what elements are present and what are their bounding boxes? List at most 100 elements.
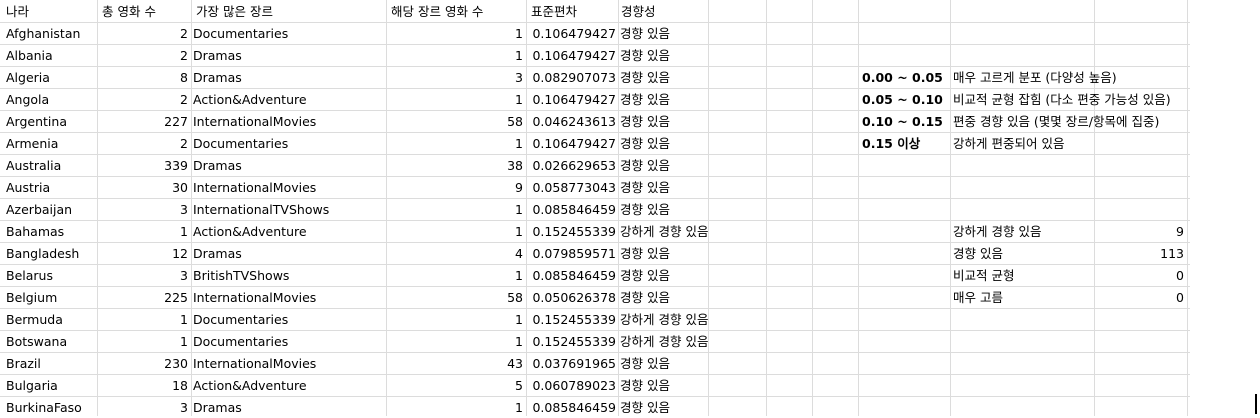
cell-std-dev[interactable]: 0.079859571 bbox=[532, 246, 616, 261]
cell-total[interactable]: 18 bbox=[172, 378, 188, 393]
cell-tendency[interactable]: 경향 있음 bbox=[620, 26, 670, 41]
cell-genre-count[interactable]: 3 bbox=[515, 70, 523, 85]
cell-genre-count[interactable]: 5 bbox=[515, 378, 523, 393]
cell-total[interactable]: 1 bbox=[180, 334, 188, 349]
cell-genre[interactable]: InternationalTVShows bbox=[193, 202, 330, 217]
cell-std-dev[interactable]: 0.106479427 bbox=[532, 136, 616, 151]
cell-country[interactable]: Argentina bbox=[6, 114, 67, 129]
cell-genre-count[interactable]: 1 bbox=[515, 202, 523, 217]
cell-tendency[interactable]: 경향 있음 bbox=[620, 290, 670, 305]
cell-std-dev[interactable]: 0.037691965 bbox=[532, 356, 616, 371]
cell-tendency[interactable]: 경향 있음 bbox=[620, 92, 670, 107]
cell-country[interactable]: Afghanistan bbox=[6, 26, 81, 41]
cell-genre-count[interactable]: 1 bbox=[515, 312, 523, 327]
cell-country[interactable]: Bermuda bbox=[6, 312, 63, 327]
cell-std-dev[interactable]: 0.106479427 bbox=[532, 92, 616, 107]
cell-genre[interactable]: Documentaries bbox=[193, 26, 289, 41]
cell-genre[interactable]: InternationalMovies bbox=[193, 356, 317, 371]
cell-tendency[interactable]: 경향 있음 bbox=[620, 180, 670, 195]
cell-total[interactable]: 3 bbox=[180, 202, 188, 217]
summary-label[interactable]: 강하게 경향 있음 bbox=[953, 224, 1042, 239]
cell-genre[interactable]: Action&Adventure bbox=[193, 224, 307, 239]
cell-tendency[interactable]: 경향 있음 bbox=[620, 114, 670, 129]
summary-count[interactable]: 9 bbox=[1176, 224, 1184, 239]
cell-total[interactable]: 230 bbox=[164, 356, 188, 371]
cell-country[interactable]: Bangladesh bbox=[6, 246, 80, 261]
cell-std-dev[interactable]: 0.046243613 bbox=[532, 114, 616, 129]
cell-genre-count[interactable]: 43 bbox=[507, 356, 523, 371]
header-tendency[interactable]: 경향성 bbox=[621, 4, 656, 19]
cell-total[interactable]: 3 bbox=[180, 400, 188, 415]
legend-desc[interactable]: 편중 경향 있음 (몇몇 장르/항목에 집중) bbox=[953, 114, 1160, 129]
cell-genre-count[interactable]: 38 bbox=[507, 158, 523, 173]
cell-genre[interactable]: Dramas bbox=[193, 48, 242, 63]
cell-tendency[interactable]: 강하게 경향 있음 bbox=[620, 334, 709, 349]
cell-tendency[interactable]: 경향 있음 bbox=[620, 158, 670, 173]
cell-std-dev[interactable]: 0.050626378 bbox=[532, 290, 616, 305]
summary-count[interactable]: 113 bbox=[1160, 246, 1184, 261]
header-top-genre[interactable]: 가장 많은 장르 bbox=[196, 4, 273, 19]
legend-desc[interactable]: 매우 고르게 분포 (다양성 높음) bbox=[953, 70, 1117, 85]
cell-std-dev[interactable]: 0.026629653 bbox=[532, 158, 616, 173]
cell-total[interactable]: 2 bbox=[180, 136, 188, 151]
cell-tendency[interactable]: 경향 있음 bbox=[620, 268, 670, 283]
cell-total[interactable]: 227 bbox=[164, 114, 188, 129]
cell-total[interactable]: 2 bbox=[180, 48, 188, 63]
cell-tendency[interactable]: 경향 있음 bbox=[620, 70, 670, 85]
cell-genre-count[interactable]: 1 bbox=[515, 26, 523, 41]
summary-label[interactable]: 비교적 균형 bbox=[953, 268, 1015, 283]
cell-genre-count[interactable]: 1 bbox=[515, 224, 523, 239]
cell-genre[interactable]: BritishTVShows bbox=[193, 268, 290, 283]
cell-genre-count[interactable]: 1 bbox=[515, 48, 523, 63]
cell-country[interactable]: BurkinaFaso bbox=[6, 400, 82, 415]
cell-total[interactable]: 2 bbox=[180, 26, 188, 41]
cell-country[interactable]: Azerbaijan bbox=[6, 202, 73, 217]
cell-genre-count[interactable]: 1 bbox=[515, 268, 523, 283]
cell-std-dev[interactable]: 0.082907073 bbox=[532, 70, 616, 85]
cell-std-dev[interactable]: 0.152455339 bbox=[532, 334, 616, 349]
cell-tendency[interactable]: 경향 있음 bbox=[620, 378, 670, 393]
summary-label[interactable]: 경향 있음 bbox=[953, 246, 1003, 261]
cell-country[interactable]: Austria bbox=[6, 180, 51, 195]
cell-std-dev[interactable]: 0.085846459 bbox=[532, 400, 616, 415]
legend-range[interactable]: 0.05 ~ 0.10 bbox=[862, 92, 943, 107]
legend-range[interactable]: 0.00 ~ 0.05 bbox=[862, 70, 943, 85]
cell-tendency[interactable]: 강하게 경향 있음 bbox=[620, 224, 709, 239]
cell-genre[interactable]: Documentaries bbox=[193, 312, 289, 327]
cell-genre[interactable]: Dramas bbox=[193, 400, 242, 415]
cell-genre[interactable]: InternationalMovies bbox=[193, 180, 317, 195]
cell-country[interactable]: Albania bbox=[6, 48, 53, 63]
cell-genre-count[interactable]: 58 bbox=[507, 114, 523, 129]
cell-country[interactable]: Brazil bbox=[6, 356, 41, 371]
cell-tendency[interactable]: 경향 있음 bbox=[620, 202, 670, 217]
cell-std-dev[interactable]: 0.106479427 bbox=[532, 26, 616, 41]
cell-tendency[interactable]: 경향 있음 bbox=[620, 136, 670, 151]
cell-std-dev[interactable]: 0.152455339 bbox=[532, 312, 616, 327]
cell-std-dev[interactable]: 0.152455339 bbox=[532, 224, 616, 239]
cell-total[interactable]: 30 bbox=[172, 180, 188, 195]
header-std-dev[interactable]: 표준편차 bbox=[531, 4, 578, 19]
cell-genre[interactable]: Documentaries bbox=[193, 136, 289, 151]
header-country[interactable]: 나라 bbox=[6, 4, 30, 19]
cell-std-dev[interactable]: 0.106479427 bbox=[532, 48, 616, 63]
cell-genre-count[interactable]: 9 bbox=[515, 180, 523, 195]
cell-country[interactable]: Belarus bbox=[6, 268, 53, 283]
cell-std-dev[interactable]: 0.058773043 bbox=[532, 180, 616, 195]
cell-genre-count[interactable]: 1 bbox=[515, 400, 523, 415]
cell-tendency[interactable]: 경향 있음 bbox=[620, 246, 670, 261]
cell-country[interactable]: Angola bbox=[6, 92, 50, 107]
cell-genre[interactable]: Documentaries bbox=[193, 334, 289, 349]
cell-genre[interactable]: Dramas bbox=[193, 70, 242, 85]
cell-genre-count[interactable]: 1 bbox=[515, 92, 523, 107]
cell-std-dev[interactable]: 0.060789023 bbox=[532, 378, 616, 393]
cell-genre-count[interactable]: 58 bbox=[507, 290, 523, 305]
legend-desc[interactable]: 강하게 편중되어 있음 bbox=[953, 136, 1065, 151]
cell-total[interactable]: 1 bbox=[180, 312, 188, 327]
cell-genre[interactable]: Dramas bbox=[193, 158, 242, 173]
cell-total[interactable]: 225 bbox=[164, 290, 188, 305]
cell-country[interactable]: Armenia bbox=[6, 136, 59, 151]
cell-country[interactable]: Belgium bbox=[6, 290, 58, 305]
cell-genre[interactable]: Action&Adventure bbox=[193, 378, 307, 393]
header-total-movies[interactable]: 총 영화 수 bbox=[102, 4, 156, 19]
